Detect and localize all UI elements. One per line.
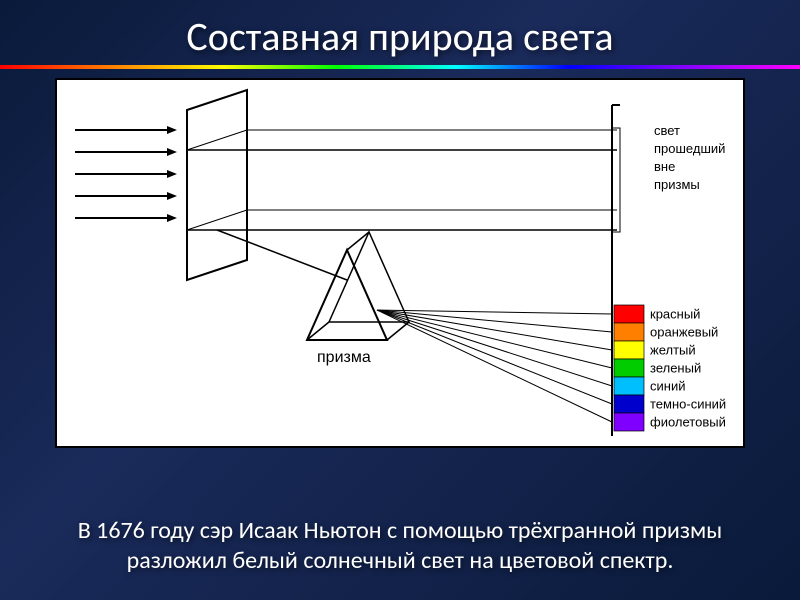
diagram-svg: призма свет прошедший вне призмы красный оранж… — [57, 80, 747, 450]
svg-text:прошедший: прошедший — [654, 141, 725, 156]
svg-text:вне: вне — [654, 159, 675, 174]
prism-diagram: призма свет прошедший вне призмы красный оранж… — [55, 78, 745, 448]
svg-text:свет: свет — [654, 123, 680, 138]
svg-text:синий: синий — [650, 379, 685, 394]
title-bar: Составная природа света — [0, 0, 800, 65]
slide-caption: В 1676 году сэр Исаак Ньютон с помощью т… — [40, 516, 760, 576]
slide-title: Составная природа света — [0, 12, 800, 61]
svg-text:оранжевый: оранжевый — [650, 325, 718, 340]
svg-text:призма: призма — [317, 349, 371, 366]
svg-text:призмы: призмы — [654, 177, 700, 192]
svg-text:зеленый: зеленый — [650, 361, 701, 376]
svg-text:желтый: желтый — [650, 343, 696, 358]
svg-text:темно-синий: темно-синий — [650, 397, 726, 412]
svg-text:красный: красный — [650, 307, 700, 322]
svg-text:фиолетовый: фиолетовый — [650, 415, 726, 430]
spectrum-divider — [0, 65, 800, 69]
